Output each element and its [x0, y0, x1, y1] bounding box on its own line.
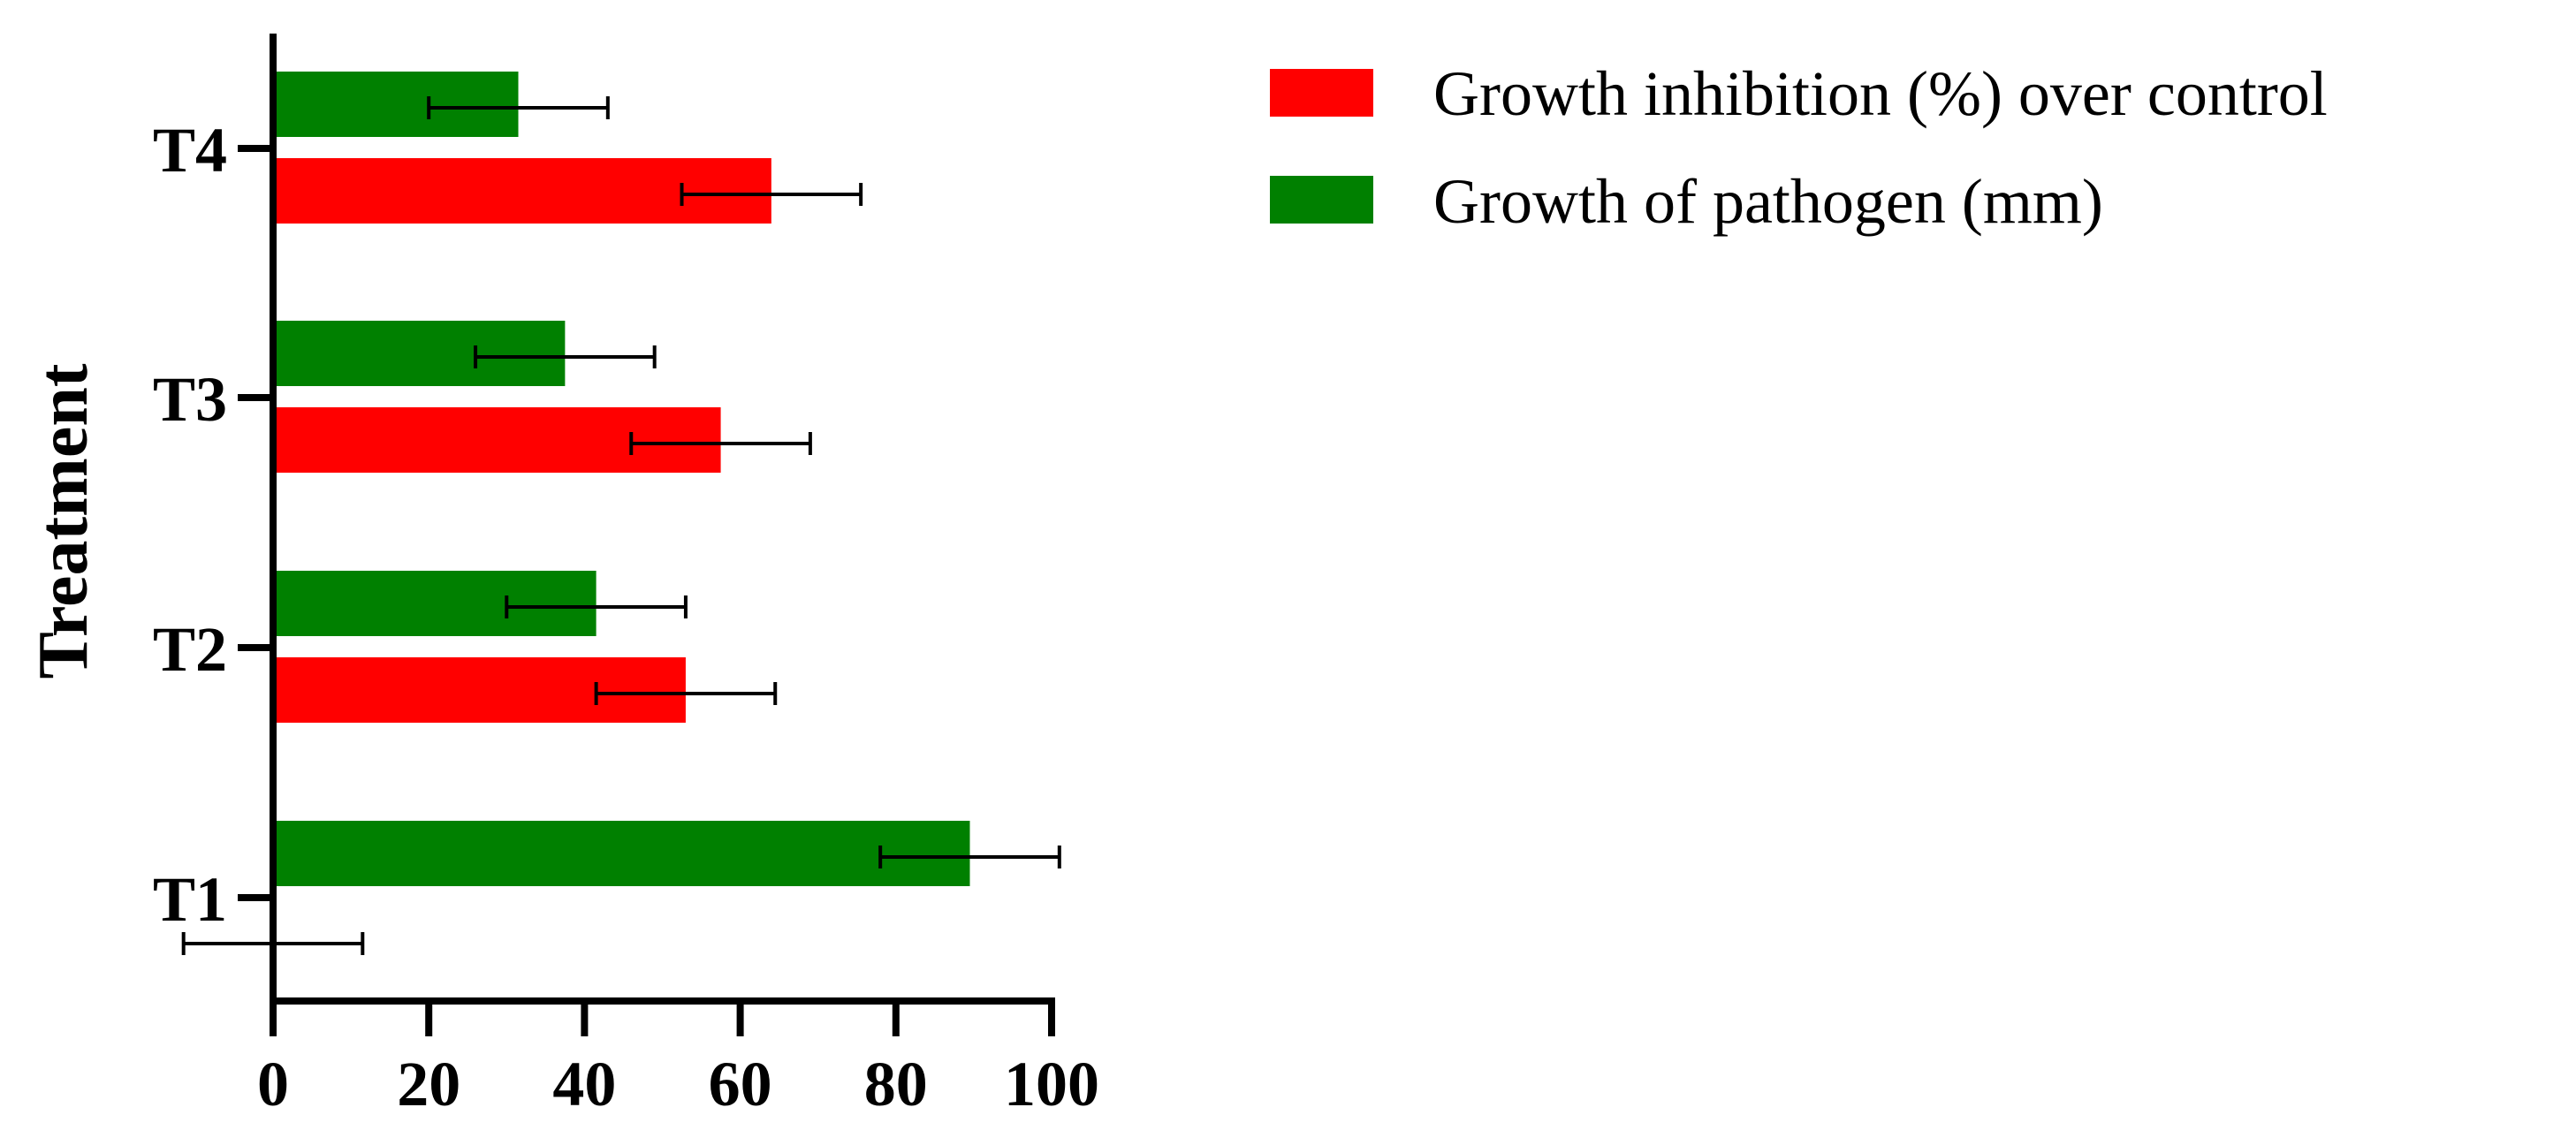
x-tick-label-40: 40: [552, 1049, 616, 1119]
bar-growth-of-pathogen-mm-t4: [273, 72, 519, 137]
bar-growth-of-pathogen-mm-t3: [273, 321, 566, 386]
y-tick-label-t2: T2: [153, 614, 227, 685]
error-bars-layer: [181, 96, 1061, 955]
legend-label-growth-of-pathogen: Growth of pathogen (mm): [1433, 166, 2103, 237]
error-bar-growth-of-pathogen-mm-t4: [427, 96, 610, 119]
tick-labels-layer: T1 T2 T3 T4 0 20 40 60 80 100: [153, 115, 1099, 1119]
legend-swatch-growth-inhibition: [1270, 69, 1373, 117]
bar-growth-inhibition-over-control-t2: [273, 657, 686, 723]
y-tick-label-t4: T4: [153, 115, 227, 186]
x-tick-label-20: 20: [397, 1049, 460, 1119]
error-bar-growth-inhibition-over-control-t2: [594, 682, 778, 705]
x-tick-label-60: 60: [709, 1049, 772, 1119]
legend: Growth inhibition (%) over control Growt…: [1270, 58, 2328, 237]
y-tick-label-t1: T1: [153, 864, 227, 935]
legend-label-growth-inhibition: Growth inhibition (%) over control: [1433, 58, 2328, 129]
x-tick-label-0: 0: [257, 1049, 289, 1119]
bars-layer: [273, 72, 970, 886]
error-bar-growth-inhibition-over-control-t3: [629, 432, 812, 455]
error-bar-growth-of-pathogen-mm-t3: [474, 345, 657, 368]
x-tick-label-100: 100: [1004, 1049, 1099, 1119]
y-axis-title: Treatment: [25, 363, 103, 679]
error-bar-growth-of-pathogen-mm-t1: [878, 846, 1061, 868]
legend-swatch-growth-of-pathogen: [1270, 176, 1373, 224]
bar-growth-inhibition-over-control-t4: [273, 158, 771, 224]
bar-growth-inhibition-over-control-t3: [273, 407, 721, 473]
axes-layer: [238, 34, 1055, 1036]
error-bar-growth-of-pathogen-mm-t2: [505, 595, 688, 618]
error-bar-growth-inhibition-over-control-t4: [680, 183, 863, 206]
bar-growth-of-pathogen-mm-t1: [273, 821, 970, 886]
x-tick-label-80: 80: [864, 1049, 928, 1119]
bar-growth-of-pathogen-mm-t2: [273, 571, 597, 636]
y-tick-label-t3: T3: [153, 364, 227, 435]
